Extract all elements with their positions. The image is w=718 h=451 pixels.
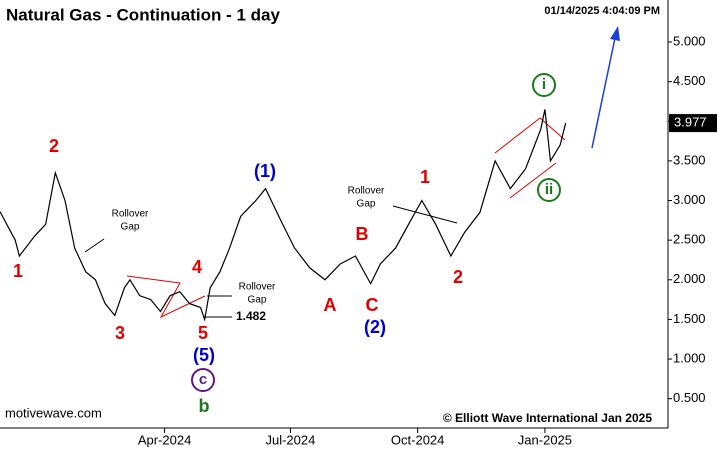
last-price-label: 3.977 — [674, 115, 707, 130]
y-tick-label: 3.500 — [673, 152, 706, 167]
wave-label: C — [366, 295, 379, 315]
note: Gap — [357, 199, 376, 210]
price-line — [0, 109, 567, 322]
x-tick-label: Jan-2025 — [518, 432, 572, 447]
x-tick-label: Oct-2024 — [391, 432, 444, 447]
wave-label: 1 — [420, 167, 430, 187]
y-tick-label: 5.000 — [673, 33, 706, 48]
y-tick-label: 0.500 — [673, 390, 706, 405]
wave-circle — [191, 368, 215, 392]
arrow-head — [610, 26, 620, 41]
wave-label: i — [542, 76, 546, 93]
note: Rollover — [112, 209, 149, 220]
wave-label: c — [199, 371, 207, 388]
triangle — [126, 275, 206, 319]
x-tick-label: Apr-2024 — [138, 432, 191, 447]
triangle — [494, 117, 566, 154]
wave-label: (2) — [364, 317, 386, 337]
triangle — [509, 162, 557, 199]
gap-line — [84, 238, 105, 253]
note: Rollover — [239, 282, 276, 293]
y-tick-label: 1.500 — [673, 311, 706, 326]
wave-label: ii — [545, 181, 553, 198]
wave-label: A — [324, 295, 337, 315]
wave-label: b — [199, 396, 210, 416]
y-tick-label: 2.000 — [673, 271, 706, 286]
note: 1.482 — [236, 309, 266, 323]
source: motivewave.com — [5, 405, 102, 420]
wave-label: (1) — [254, 161, 276, 181]
note: Rollover — [348, 186, 385, 197]
wave-label: (5) — [193, 345, 215, 365]
y-tick-label: 1.000 — [673, 350, 706, 365]
wave-label: 2 — [49, 136, 59, 156]
note: Gap — [248, 295, 267, 306]
y-tick-label: 3.000 — [673, 192, 706, 207]
wave-label: 5 — [198, 323, 208, 343]
wave-label: 2 — [453, 267, 463, 287]
last-price-tag — [669, 114, 717, 133]
y-tick-label: 4.500 — [673, 73, 706, 88]
wave-label: 4 — [192, 257, 202, 277]
x-tick-label: Jul-2024 — [265, 432, 315, 447]
copyright: © Elliott Wave International Jan 2025 — [443, 411, 652, 425]
chart-title: Natural Gas - Continuation - 1 day — [6, 5, 280, 24]
wave-label: 3 — [115, 323, 125, 343]
note: Gap — [121, 222, 140, 233]
wave-circle — [532, 73, 556, 97]
timestamp: 01/14/2025 4:04:09 PM — [544, 5, 660, 17]
arrow — [591, 37, 616, 149]
y-tick-label: 2.500 — [673, 232, 706, 247]
wave-circle — [537, 178, 561, 202]
wave-label: B — [356, 224, 369, 244]
gap-line — [392, 205, 458, 224]
wave-label: 1 — [13, 261, 23, 281]
trendlines — [84, 26, 620, 319]
